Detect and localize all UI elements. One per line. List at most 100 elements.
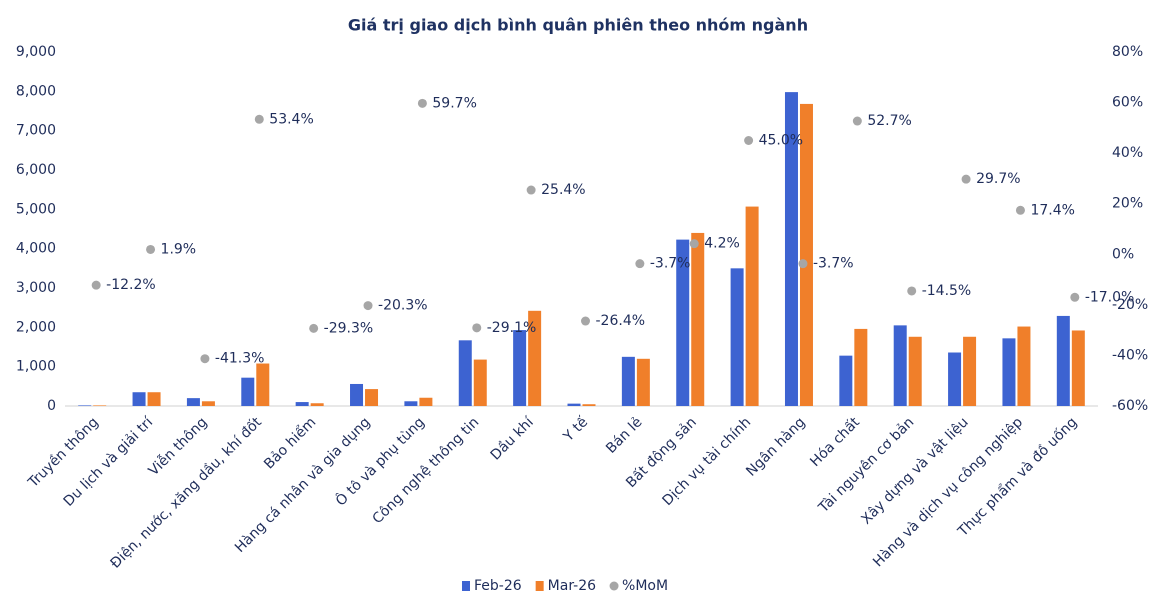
bar [147,392,161,406]
bar [730,268,744,406]
bar [93,405,107,406]
data-label: -29.3% [324,320,374,336]
y-tick-label: 0 [47,398,56,414]
y-tick-label: 6,000 [16,162,56,178]
bar [256,363,270,406]
y-tick-label: 3,000 [16,280,56,296]
data-label: 45.0% [759,133,803,149]
mom-point [961,174,971,184]
mom-point [472,323,482,333]
data-label: -12.2% [106,277,156,293]
bar [241,377,255,406]
y-tick-label: 2,000 [16,319,56,335]
mom-point [1015,205,1025,215]
x-tick-label: Xây dựng và vật liệu [858,414,971,527]
data-label: 17.4% [1030,202,1074,218]
mom-point [526,185,536,195]
legend-label: %MoM [622,578,668,593]
y2-tick-label: 80% [1112,44,1143,60]
y-tick-label: 8,000 [16,83,56,99]
mom-point [689,239,699,249]
bar [350,383,364,406]
mom-point [200,354,210,364]
data-label: -41.3% [215,351,265,367]
x-tick-label: Ngân hàng [743,414,808,479]
y2-tick-label: -40% [1112,347,1148,363]
bar [473,359,487,406]
chart-title: Giá trị giao dịch bình quân phiên theo n… [348,16,808,35]
bar [676,239,690,406]
bar [799,103,813,407]
bar [1071,330,1085,406]
bar [948,352,962,406]
x-tick-label: Dầu khí [488,414,538,464]
mom-point [91,280,101,290]
bar [132,392,146,406]
data-label: -3.7% [650,256,691,272]
x-tick-label: Tài nguyên cơ bản [815,414,917,516]
bar [854,328,868,406]
bar [404,401,418,406]
bar [458,340,472,406]
legend-marker [535,581,544,591]
bar [310,403,324,406]
bar [419,397,433,406]
y-tick-label: 4,000 [16,241,56,257]
y-tick-label: 7,000 [16,123,56,139]
y-tick-label: 9,000 [16,44,56,60]
mom-point [852,116,862,126]
data-label: 29.7% [976,171,1020,187]
data-label: -26.4% [596,313,646,329]
bar [621,356,635,406]
data-label: -29.1% [487,320,537,336]
y2-tick-label: -60% [1112,398,1148,414]
y2-tick-label: -20% [1112,297,1148,313]
bar [784,92,798,407]
y2-tick-label: 40% [1112,145,1143,161]
bar [1056,315,1070,406]
bar [186,398,200,406]
data-label: -14.5% [922,283,972,299]
mom-point [254,114,264,124]
mom-point [798,259,808,269]
bar [528,310,542,406]
bar [691,232,705,406]
bar [78,405,92,406]
legend-marker [462,581,470,591]
data-label: -17.0% [1085,289,1135,305]
y2-tick-label: 60% [1112,95,1143,111]
bar [295,402,309,406]
mom-point [744,136,754,145]
data-label: 59.7% [432,95,476,111]
bar [567,403,581,406]
mom-point [1070,292,1080,302]
data-label: 4.2% [704,236,740,252]
data-label: 53.4% [269,111,313,127]
mom-point [146,244,156,254]
x-tick-label: Bán lẻ [603,414,645,456]
data-label: 25.4% [541,182,585,198]
bar [582,404,596,406]
bar [963,336,977,406]
y-tick-label: 1,000 [16,359,56,375]
x-tick-label: Bảo hiểm [260,414,319,473]
data-label: -3.7% [813,256,854,272]
data-label: -20.3% [378,298,428,314]
bar [513,330,527,406]
bar [1002,338,1016,406]
x-tick-label: Công nghệ thông tin [370,414,483,527]
bar [365,389,379,406]
bar [201,401,215,406]
x-tick-label: Du lịch và giải trí [61,414,157,510]
data-label: 1.9% [161,241,197,257]
mom-point [417,98,427,108]
y-tick-label: 5,000 [16,201,56,217]
data-label: 52.7% [867,113,911,129]
legend-label: Mar-26 [548,578,596,593]
y2-tick-label: 20% [1112,196,1143,212]
mom-point [581,316,590,326]
bar [893,325,907,406]
x-tick-label: Y tế [559,413,591,445]
y2-tick-label: 0% [1112,246,1134,262]
